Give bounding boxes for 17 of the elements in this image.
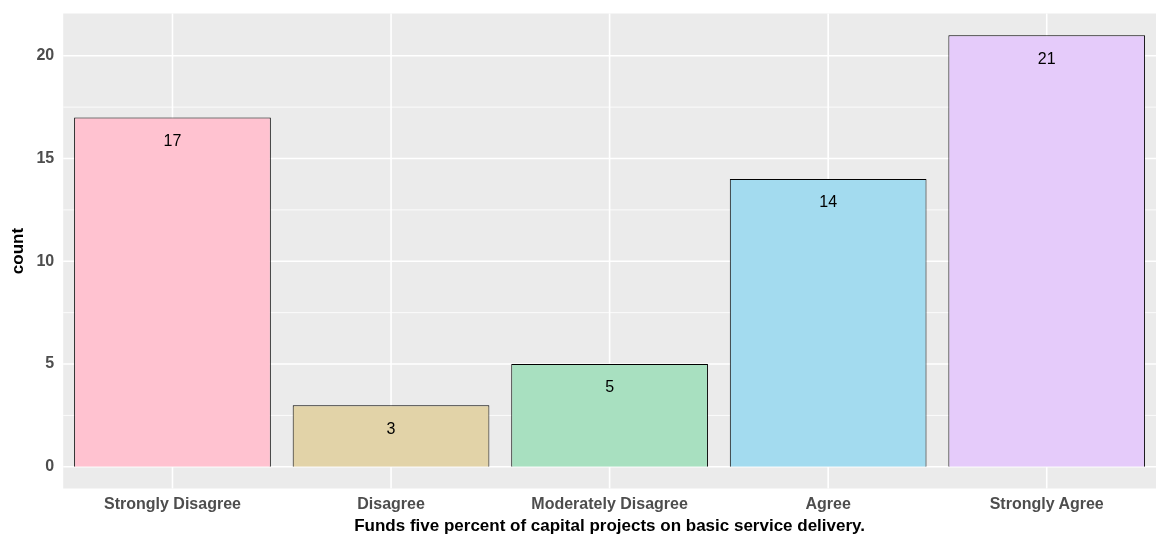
data-label: 3 [386,419,396,437]
data-label: 21 [1037,49,1056,67]
data-label: 5 [605,378,615,396]
x-tick-label: Agree [805,495,851,513]
x-tick-label: Moderately Disagree [531,495,688,513]
y-tick-label: 20 [36,46,55,64]
x-axis-title: Funds five percent of capital projects on basic service delivery. [354,516,866,536]
x-tick-label: Strongly Disagree [104,495,242,513]
data-label: 14 [819,193,838,211]
y-tick-label: 5 [45,354,55,372]
y-tick-label: 15 [36,148,55,166]
y-tick-label: 10 [36,251,55,269]
x-tick-label: Disagree [357,495,425,513]
data-label: 17 [163,131,182,149]
y-axis-title: count [7,227,27,275]
y-tick-label: 0 [45,457,55,475]
x-tick-label: Strongly Agree [989,495,1104,513]
